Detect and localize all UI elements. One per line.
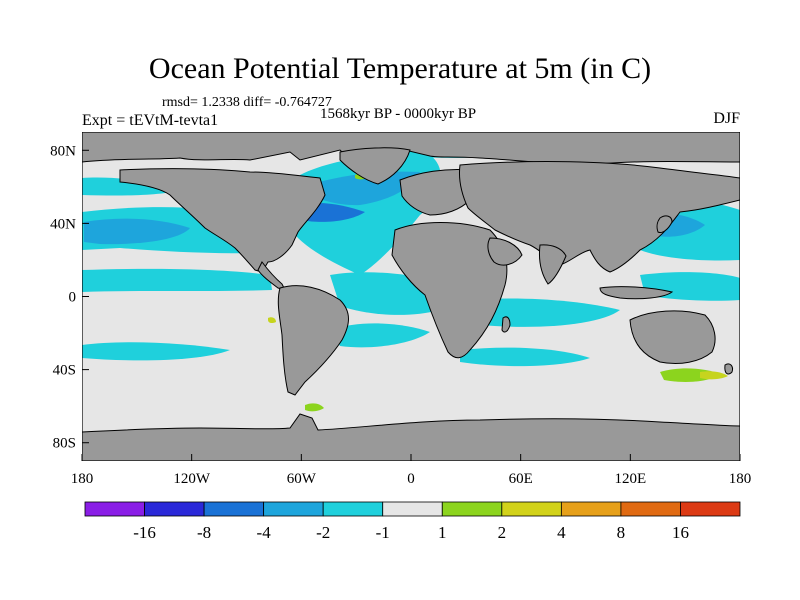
season-label: DJF: [713, 110, 740, 127]
colorbar-swatch: [322, 501, 384, 517]
colorbar-label: -2: [316, 523, 330, 542]
lat-tick-label: 80S: [53, 436, 76, 452]
land-indonesia: [599, 286, 674, 300]
land-japan: [656, 215, 673, 233]
land-asia: [459, 161, 740, 273]
colorbar-label: 1: [438, 523, 447, 542]
lat-tick-label: 40S: [53, 363, 76, 379]
warm-spot-antarctic-peninsula: [305, 403, 324, 412]
rmsd-diff-stats: rmsd= 1.2338 diff= -0.764727: [162, 95, 332, 110]
lon-tick-label: 60W: [287, 471, 317, 487]
land-antarctica: [82, 413, 740, 461]
land-layer: [82, 132, 740, 461]
colorbar: -16 -8 -4 -2 -1 1 2 4 8 16: [84, 501, 741, 542]
anomaly-north-pacific-strong: [84, 218, 190, 245]
land-arabia: [487, 237, 523, 266]
colorbar-swatch: [84, 501, 145, 517]
land-india: [539, 244, 567, 285]
colorbar-swatch: [382, 501, 443, 517]
anomaly-south-atlantic: [330, 323, 430, 348]
longitude-axis: 180 120W 60W 0 60E 120E 180: [71, 454, 752, 487]
colorbar-swatch: [620, 501, 681, 517]
land-africa: [391, 222, 508, 359]
lon-tick-label: 120W: [173, 471, 211, 487]
lon-tick-label: 180: [729, 471, 752, 487]
colorbar-label: -8: [197, 523, 211, 542]
anomaly-north-atlantic-strong: [310, 171, 420, 206]
land-new-zealand: [724, 363, 733, 375]
colorbar-label: -4: [257, 523, 272, 542]
experiment-label: Expt = tEVtM-tevta1: [82, 112, 219, 129]
colorbar-swatch: [263, 501, 324, 517]
anomaly-south-pacific: [82, 342, 230, 361]
colorbar-swatch: [144, 501, 205, 517]
colorbar-label: 2: [498, 523, 507, 542]
colorbar-swatch: [680, 501, 741, 517]
colorbar-label: -1: [376, 523, 390, 542]
land-madagascar: [501, 316, 511, 333]
lat-tick-label: 80N: [50, 143, 76, 159]
latitude-axis: 80N 40N 0 40S 80S: [50, 143, 89, 452]
anomaly-south-indian: [460, 347, 590, 367]
warm-spot-south-australia-2: [700, 371, 728, 380]
colorbar-label: 16: [672, 523, 689, 542]
lat-tick-label: 0: [69, 290, 77, 306]
land-south-america: [277, 285, 349, 396]
lat-tick-label: 40N: [50, 216, 76, 232]
lon-tick-label: 60E: [509, 471, 533, 487]
period-label: 1568kyr BP - 0000kyr BP: [320, 106, 477, 122]
lon-tick-label: 180: [71, 471, 94, 487]
colorbar-swatch: [203, 501, 265, 517]
colorbar-label: -16: [133, 523, 156, 542]
lon-tick-label: 0: [407, 471, 415, 487]
warm-spot-south-america: [268, 317, 276, 324]
colorbar-swatch: [501, 501, 562, 517]
colorbar-swatch: [560, 501, 622, 517]
land-north-america: [119, 168, 326, 273]
anomaly-north-pacific-coast: [82, 177, 180, 196]
anomaly-tropical-pacific: [82, 268, 272, 292]
plot-title: Ocean Potential Temperature at 5m (in C): [148, 52, 652, 85]
land-greenland: [339, 147, 411, 185]
colorbar-label: 4: [557, 523, 566, 542]
colorbar-swatch: [441, 501, 503, 517]
lon-tick-label: 120E: [614, 471, 646, 487]
land-arctic: [82, 132, 740, 165]
land-australia: [629, 310, 716, 365]
colorbar-label: 8: [617, 523, 626, 542]
